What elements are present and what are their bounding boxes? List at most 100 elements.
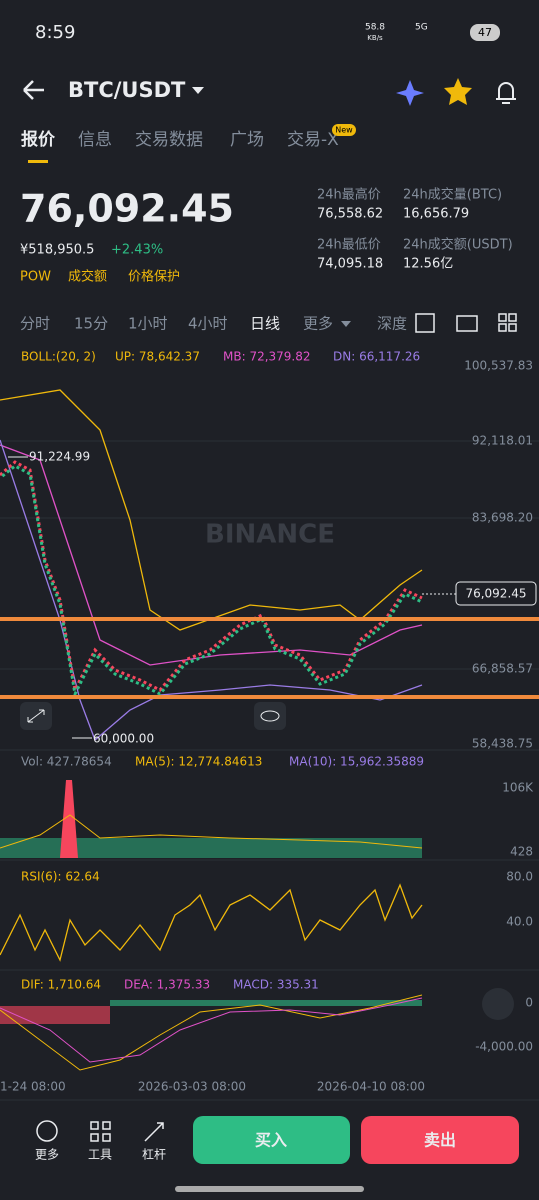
high-label: 91,224.99 xyxy=(29,450,90,464)
rsi-line xyxy=(0,883,423,962)
volume-spike xyxy=(60,780,78,858)
vol-ma5-line xyxy=(0,814,423,849)
stat-label: 24h成交额(USDT) xyxy=(403,237,513,253)
buy-button[interactable] xyxy=(193,1116,350,1164)
vol-axis-label: 106K xyxy=(502,781,534,795)
macd-dea: DEA: 1,375.33 xyxy=(124,978,210,992)
tools-icon[interactable] xyxy=(90,1121,111,1142)
status-network: 5G xyxy=(415,23,428,33)
macd-axis-label: 0 xyxy=(525,996,533,1010)
boll-mb: MB: 72,379.82 xyxy=(223,350,311,364)
vol-axis-label: 428 xyxy=(510,845,533,859)
interval[interactable]: 15分 xyxy=(74,315,108,333)
assistant-button[interactable] xyxy=(482,988,514,1020)
tool-label[interactable]: 工具 xyxy=(88,1148,112,1162)
watermark: BINANCE xyxy=(205,520,335,550)
macd-dif: DIF: 1,710.64 xyxy=(21,978,101,992)
battery-level: 47 xyxy=(478,26,492,39)
low-label: 60,000.00 xyxy=(93,732,154,746)
vol-ma10: MA(10): 15,962.35889 xyxy=(289,755,424,769)
price-axis-label: 58,438.75 xyxy=(472,737,533,751)
more-dropdown[interactable] xyxy=(341,321,351,327)
alert-bell[interactable] xyxy=(496,82,516,104)
layout-button[interactable] xyxy=(498,313,517,332)
last-price: 76,092.45 xyxy=(20,187,234,231)
price-candles xyxy=(0,460,423,695)
rsi-label: RSI(6): 62.64 xyxy=(21,870,100,884)
stat-label: 24h成交量(BTC) xyxy=(403,187,502,203)
leverage-icon[interactable] xyxy=(144,1122,164,1142)
interval[interactable]: 日线 xyxy=(250,315,280,333)
stat-label: 24h最低价 xyxy=(317,238,381,253)
battery-icon xyxy=(470,24,500,41)
sell-button[interactable] xyxy=(361,1116,519,1164)
boll-dn: DN: 66,117.26 xyxy=(333,350,420,364)
support-line xyxy=(0,617,539,621)
interval[interactable]: 深度 xyxy=(377,315,407,333)
tab[interactable]: 报价 xyxy=(21,129,56,150)
eye-icon xyxy=(260,710,280,722)
vol-label: Vol: 427.78654 xyxy=(21,755,112,769)
macd-value: MACD: 335.31 xyxy=(233,978,319,992)
tag[interactable]: POW xyxy=(20,270,51,285)
interval[interactable]: 4小时 xyxy=(188,315,228,333)
price-axis-label: 100,537.83 xyxy=(464,359,533,373)
more-icon[interactable] xyxy=(36,1120,58,1142)
tag[interactable]: 价格保护 xyxy=(128,269,180,285)
drawing-tool[interactable] xyxy=(415,313,435,333)
date-label: 2026-03-03 08:00 xyxy=(138,1080,246,1094)
favorite-star[interactable] xyxy=(444,78,472,105)
price-change: +2.43% xyxy=(111,243,163,258)
dea-line xyxy=(0,997,423,1063)
price-candles xyxy=(0,464,423,699)
pair-dropdown[interactable] xyxy=(192,87,204,94)
new-badge xyxy=(332,124,356,136)
tool-label[interactable]: 更多 xyxy=(35,1148,59,1162)
vol-ma5: MA(5): 12,774.84613 xyxy=(135,755,262,769)
rsi-axis-label: 40.0 xyxy=(506,915,533,929)
price-axis-label: 66,858.57 xyxy=(472,662,533,676)
stat-value: 74,095.18 xyxy=(317,257,383,272)
date-label: 2026-04-10 08:00 xyxy=(317,1080,425,1094)
price-axis-label: 83,698.20 xyxy=(472,511,533,525)
boll-label: BOLL:(20, 2) xyxy=(21,350,96,364)
ai-button[interactable] xyxy=(396,80,424,106)
stat-value: 12.56亿 xyxy=(403,257,453,272)
gesture-bar xyxy=(175,1186,364,1192)
interval[interactable]: 分时 xyxy=(20,315,50,333)
visibility-button[interactable] xyxy=(254,702,286,730)
fiat-price: ¥518,950.5 xyxy=(20,243,94,258)
interval[interactable]: 1小时 xyxy=(128,315,168,333)
new-badge-text: New xyxy=(335,126,353,135)
status-speed: 58.8 xyxy=(365,23,385,33)
date-label: 1-24 08:00 xyxy=(0,1080,66,1094)
back-button[interactable] xyxy=(23,80,44,100)
tab[interactable]: 信息 xyxy=(78,130,112,150)
tab-indicator xyxy=(28,160,48,163)
macd-histogram xyxy=(0,1006,110,1024)
stat-value: 16,656.79 xyxy=(403,207,469,222)
tab[interactable]: 交易数据 xyxy=(135,130,203,150)
tag[interactable]: 成交额 xyxy=(68,269,107,285)
support-line xyxy=(0,695,539,699)
buy-label[interactable]: 买入 xyxy=(255,1131,287,1150)
boll-mb-line xyxy=(0,444,423,666)
macd-axis-label: -4,000.00 xyxy=(475,1040,533,1054)
tab[interactable]: 广场 xyxy=(230,130,264,150)
interval[interactable]: 更多 xyxy=(303,315,333,333)
price-axis-label: 92,118.01 xyxy=(472,434,533,448)
current-price: 76,092.45 xyxy=(465,587,526,601)
tool-label[interactable]: 杠杆 xyxy=(142,1147,166,1162)
boll-up: UP: 78,642.37 xyxy=(115,350,200,364)
pair-title[interactable]: BTC/USDT xyxy=(68,78,186,102)
volume-bars xyxy=(0,838,422,858)
grid xyxy=(0,440,539,971)
indicator-settings[interactable] xyxy=(456,315,478,332)
sell-label[interactable]: 卖出 xyxy=(424,1131,456,1150)
tab[interactable]: 交易-X xyxy=(287,130,339,150)
dif-line xyxy=(0,994,423,1071)
stat-label: 24h最高价 xyxy=(317,187,381,203)
rsi-axis-label: 80.0 xyxy=(506,870,533,884)
